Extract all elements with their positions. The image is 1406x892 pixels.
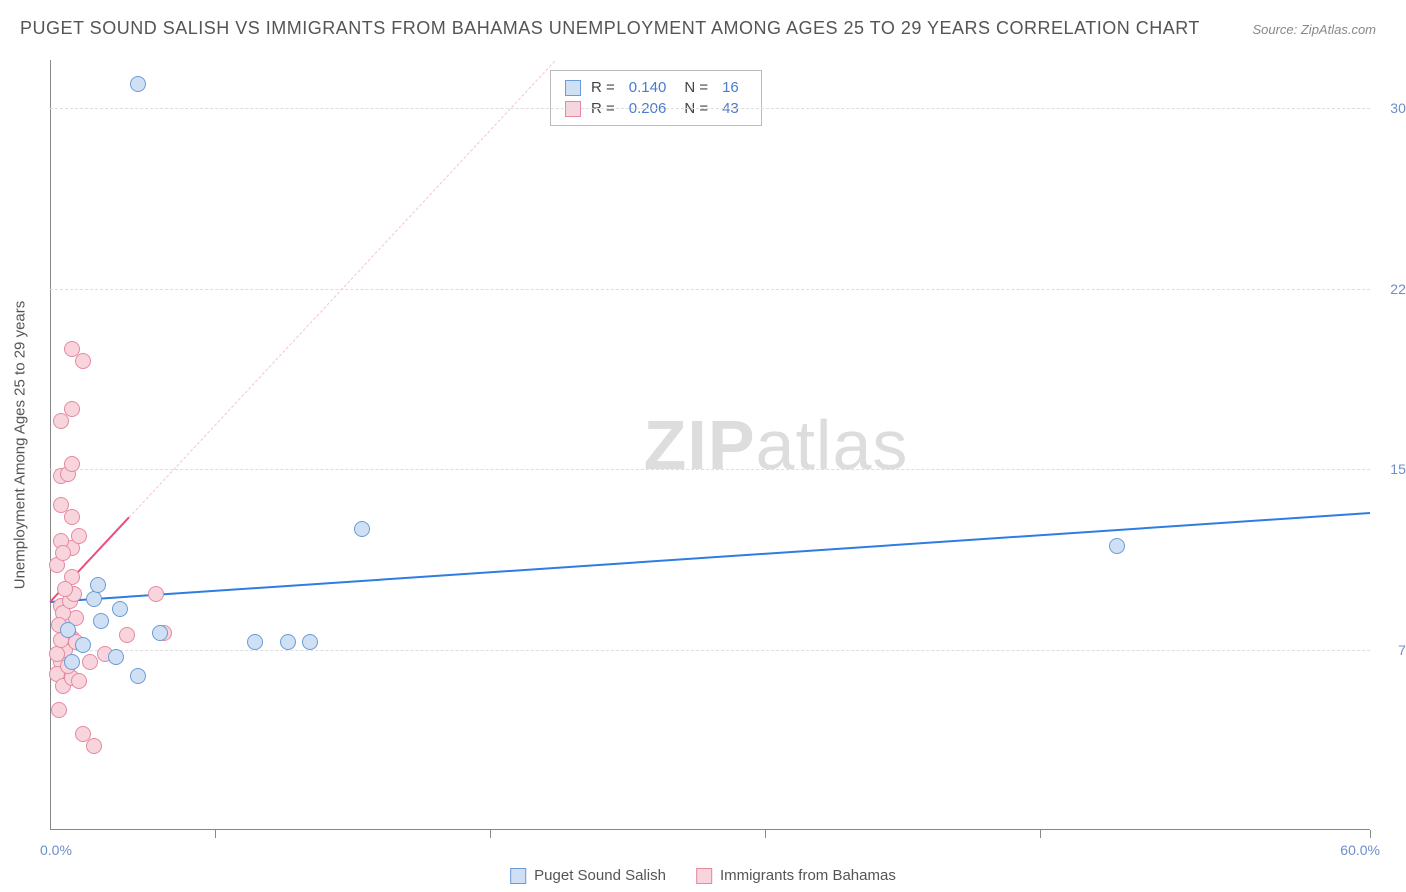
data-point bbox=[112, 601, 128, 617]
legend-swatch bbox=[510, 868, 526, 884]
data-point bbox=[82, 654, 98, 670]
data-point bbox=[302, 634, 318, 650]
watermark-atlas: atlas bbox=[756, 406, 909, 484]
legend-label: Immigrants from Bahamas bbox=[720, 867, 896, 884]
x-tick bbox=[1370, 830, 1371, 838]
data-point bbox=[51, 702, 67, 718]
data-point bbox=[86, 591, 102, 607]
data-point bbox=[119, 627, 135, 643]
data-point bbox=[75, 637, 91, 653]
chart-container: PUGET SOUND SALISH VS IMMIGRANTS FROM BA… bbox=[0, 0, 1406, 892]
data-point bbox=[1109, 538, 1125, 554]
plot-area: Unemployment Among Ages 25 to 29 years 0… bbox=[50, 60, 1370, 830]
data-point bbox=[130, 668, 146, 684]
data-point bbox=[86, 738, 102, 754]
x-tick bbox=[215, 830, 216, 838]
data-point bbox=[71, 673, 87, 689]
x-tick bbox=[490, 830, 491, 838]
data-point bbox=[64, 456, 80, 472]
data-point bbox=[354, 521, 370, 537]
data-point bbox=[71, 528, 87, 544]
legend-label: Puget Sound Salish bbox=[534, 867, 666, 884]
gridline-h bbox=[50, 650, 1370, 651]
data-point bbox=[130, 76, 146, 92]
legend-item: Immigrants from Bahamas bbox=[696, 867, 896, 884]
y-tick-label: 22.5% bbox=[1390, 281, 1406, 297]
gridline-h bbox=[50, 289, 1370, 290]
data-point bbox=[90, 577, 106, 593]
data-point bbox=[64, 509, 80, 525]
data-point bbox=[148, 586, 164, 602]
bottom-legend: Puget Sound Salish Immigrants from Bahama… bbox=[510, 867, 896, 884]
data-point bbox=[93, 613, 109, 629]
stats-box: R =0.140N =16R =0.206N =43 bbox=[550, 70, 762, 126]
chart-title: PUGET SOUND SALISH VS IMMIGRANTS FROM BA… bbox=[20, 18, 1200, 39]
legend-swatch bbox=[696, 868, 712, 884]
data-point bbox=[60, 622, 76, 638]
y-axis bbox=[50, 60, 51, 830]
data-point bbox=[55, 545, 71, 561]
n-value: 16 bbox=[722, 79, 739, 96]
watermark-zip: ZIP bbox=[644, 406, 756, 484]
y-axis-title: Unemployment Among Ages 25 to 29 years bbox=[12, 301, 29, 590]
x-end-label: 60.0% bbox=[1340, 842, 1380, 858]
data-point bbox=[247, 634, 263, 650]
data-point bbox=[108, 649, 124, 665]
source-label: Source: ZipAtlas.com bbox=[1252, 22, 1376, 37]
data-point bbox=[57, 581, 73, 597]
legend-item: Puget Sound Salish bbox=[510, 867, 666, 884]
r-value: 0.140 bbox=[629, 79, 667, 96]
n-label: N = bbox=[684, 79, 708, 96]
x-origin-label: 0.0% bbox=[40, 842, 72, 858]
stats-row: R = 0.140 N = 16 bbox=[565, 77, 747, 98]
data-point bbox=[280, 634, 296, 650]
r-label: R = bbox=[591, 79, 615, 96]
x-tick bbox=[765, 830, 766, 838]
gridline-h bbox=[50, 108, 1370, 109]
y-tick-label: 30.0% bbox=[1390, 100, 1406, 116]
gridline-h bbox=[50, 469, 1370, 470]
trend-line bbox=[50, 512, 1370, 603]
watermark: ZIPatlas bbox=[644, 405, 909, 485]
y-tick-label: 15.0% bbox=[1390, 461, 1406, 477]
y-tick-label: 7.5% bbox=[1398, 642, 1406, 658]
data-point bbox=[64, 654, 80, 670]
legend-swatch bbox=[565, 80, 581, 96]
x-tick bbox=[1040, 830, 1041, 838]
data-point bbox=[152, 625, 168, 641]
data-point bbox=[75, 353, 91, 369]
data-point bbox=[53, 497, 69, 513]
data-point bbox=[64, 401, 80, 417]
x-axis bbox=[50, 829, 1370, 830]
